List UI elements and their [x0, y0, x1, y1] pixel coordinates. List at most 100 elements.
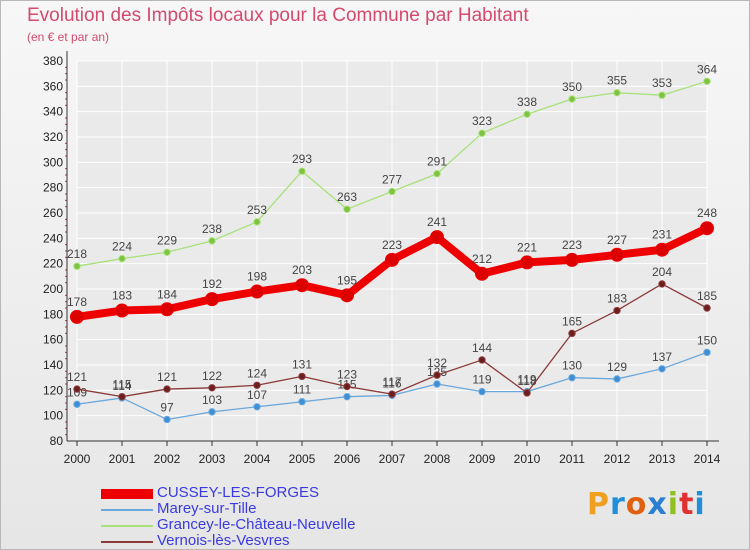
- data-point: [73, 400, 81, 408]
- data-label: 221: [517, 240, 537, 254]
- proxiti-logo: Proxiti: [587, 487, 706, 522]
- data-label: 218: [67, 247, 87, 261]
- y-tick-label: 200: [43, 282, 63, 296]
- data-label: 291: [427, 155, 447, 169]
- data-label: 107: [247, 388, 267, 402]
- data-label: 184: [157, 287, 177, 301]
- data-label: 353: [652, 76, 672, 90]
- data-label: 185: [697, 289, 717, 303]
- legend-label-vernois: Vernois-lès-Vesvres: [157, 532, 290, 549]
- data-label: 119: [517, 373, 536, 387]
- data-label: 263: [337, 190, 357, 204]
- data-label: 97: [160, 400, 174, 414]
- data-label: 115: [112, 378, 131, 392]
- logo-letter: o: [625, 487, 648, 522]
- data-point: [73, 262, 81, 270]
- data-point: [568, 95, 576, 103]
- data-label: 212: [472, 252, 492, 266]
- legend-label-cussey: CUSSEY-LES-FORGES: [157, 484, 319, 501]
- data-point: [703, 304, 711, 312]
- chart-subtitle: (en € et par an): [27, 30, 110, 44]
- data-label: 129: [607, 360, 627, 374]
- x-tick-label: 2010: [514, 452, 541, 466]
- x-tick-label: 2000: [64, 452, 91, 466]
- data-label: 350: [562, 80, 582, 94]
- y-tick-label: 280: [43, 181, 63, 195]
- y-tick-label: 300: [43, 155, 63, 169]
- data-point: [388, 187, 396, 196]
- data-point: [163, 415, 171, 424]
- data-label: 253: [247, 203, 267, 217]
- data-point: [205, 292, 219, 307]
- data-label: 355: [607, 74, 627, 88]
- data-label: 183: [607, 292, 627, 306]
- data-point: [208, 237, 216, 245]
- data-point: [388, 390, 396, 398]
- data-point: [478, 129, 486, 137]
- x-tick-label: 2007: [379, 452, 406, 466]
- data-point: [568, 329, 576, 338]
- data-point: [298, 372, 306, 381]
- y-tick-label: 240: [43, 231, 63, 245]
- data-point: [478, 356, 486, 364]
- data-label: 204: [652, 265, 672, 279]
- y-tick-label: 180: [43, 307, 63, 321]
- logo-letter: x: [647, 487, 668, 522]
- data-label: 137: [652, 350, 672, 364]
- data-label: 178: [67, 295, 87, 309]
- y-tick-label: 100: [43, 409, 63, 423]
- data-label: 123: [337, 368, 357, 382]
- data-label: 132: [427, 356, 447, 370]
- data-point: [343, 392, 351, 401]
- data-point: [568, 373, 576, 382]
- y-tick-label: 340: [43, 105, 63, 119]
- data-label: 248: [697, 206, 717, 220]
- data-point: [433, 371, 441, 379]
- data-label: 338: [517, 95, 537, 109]
- data-point: [478, 387, 486, 396]
- y-tick-label: 380: [43, 54, 63, 68]
- data-label: 118: [517, 374, 536, 388]
- logo-letter: r: [610, 487, 626, 522]
- y-tick-label: 140: [43, 358, 63, 372]
- data-point: [340, 288, 354, 303]
- data-point: [253, 218, 261, 226]
- logo-letter: P: [587, 487, 610, 522]
- logo-letter: i: [667, 487, 680, 522]
- x-tick-label: 2002: [154, 452, 181, 466]
- data-point: [70, 309, 84, 324]
- data-point: [250, 284, 264, 299]
- data-point: [115, 303, 129, 318]
- data-label: 277: [382, 172, 402, 186]
- x-tick-label: 2008: [424, 452, 451, 466]
- data-point: [163, 385, 171, 393]
- data-label: 103: [202, 393, 222, 407]
- legend-swatch-cussey: [101, 489, 153, 499]
- data-point: [253, 403, 261, 411]
- legend-swatch-marey: [101, 509, 153, 511]
- data-label: 116: [382, 376, 401, 390]
- y-tick-label: 80: [50, 434, 64, 448]
- legend-label-marey: Marey-sur-Tille: [157, 500, 257, 517]
- data-point: [658, 365, 666, 373]
- x-tick-label: 2012: [604, 452, 631, 466]
- data-label: 195: [337, 273, 357, 287]
- data-label: 238: [202, 222, 222, 236]
- data-point: [523, 110, 531, 118]
- data-point: [613, 306, 621, 315]
- data-point: [703, 77, 711, 85]
- data-label: 131: [292, 357, 312, 371]
- data-point: [298, 167, 306, 175]
- data-point: [655, 242, 669, 257]
- data-label: 124: [247, 366, 267, 380]
- data-point: [658, 91, 666, 99]
- data-label: 231: [652, 228, 672, 242]
- logo-letter: i: [694, 487, 706, 522]
- y-tick-label: 160: [43, 333, 63, 347]
- x-tick-label: 2004: [244, 452, 271, 466]
- x-tick-label: 2006: [334, 452, 361, 466]
- data-label: 229: [157, 233, 177, 247]
- data-label: 121: [67, 370, 87, 384]
